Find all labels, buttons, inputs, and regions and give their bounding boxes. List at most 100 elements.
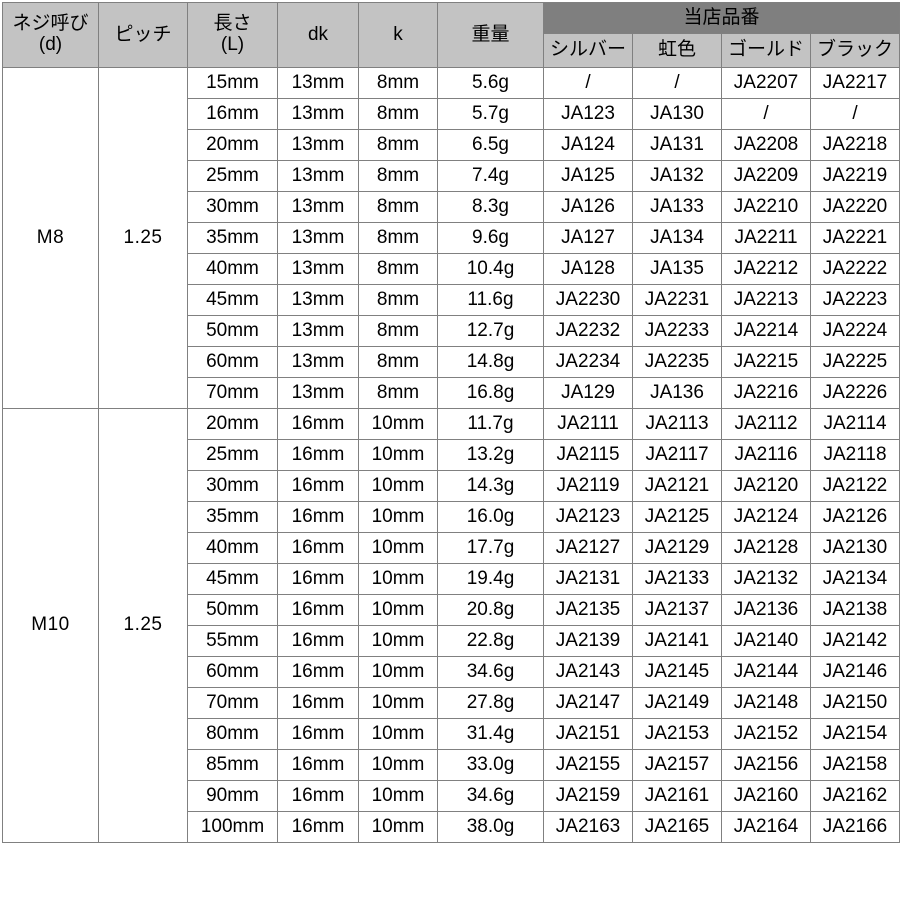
cell-weight: 9.6g bbox=[437, 222, 544, 254]
cell-k: 8mm bbox=[358, 129, 438, 161]
cell-part-black: JA2162 bbox=[810, 780, 900, 812]
cell-length: 50mm bbox=[187, 594, 278, 626]
table-row: 25mm 13mm 8mm 7.4g JA125 JA132 JA2209 JA2219 bbox=[3, 160, 900, 192]
cell-length: 25mm bbox=[187, 160, 278, 192]
cell-length: 30mm bbox=[187, 191, 278, 223]
cell-part-gold: JA2132 bbox=[721, 563, 811, 595]
cell-part-black: JA2219 bbox=[810, 160, 900, 192]
cell-part-rainbow: JA2157 bbox=[632, 749, 722, 781]
cell-dk: 16mm bbox=[277, 501, 359, 533]
cell-dk: 13mm bbox=[277, 191, 359, 223]
header-length-line1: 長さ bbox=[213, 13, 252, 35]
table-row: 100mm 16mm 10mm 38.0g JA2163 JA2165 JA2164 JA21… bbox=[3, 811, 900, 843]
cell-weight: 14.3g bbox=[437, 470, 544, 502]
cell-k: 8mm bbox=[358, 346, 438, 378]
cell-part-black: JA2158 bbox=[810, 749, 900, 781]
cell-part-rainbow: JA2125 bbox=[632, 501, 722, 533]
cell-part-silver: JA2131 bbox=[543, 563, 633, 595]
cell-weight: 6.5g bbox=[437, 129, 544, 161]
cell-dk: 13mm bbox=[277, 222, 359, 254]
cell-length: 30mm bbox=[187, 470, 278, 502]
cell-k: 10mm bbox=[358, 408, 438, 440]
cell-length: 60mm bbox=[187, 656, 278, 688]
cell-length: 100mm bbox=[187, 811, 278, 843]
cell-part-gold: JA2207 bbox=[721, 67, 811, 99]
header-length: 長さ (L) bbox=[187, 2, 278, 68]
cell-dk: 16mm bbox=[277, 563, 359, 595]
cell-part-rainbow: JA2161 bbox=[632, 780, 722, 812]
cell-weight: 8.3g bbox=[437, 191, 544, 223]
cell-part-silver: JA2135 bbox=[543, 594, 633, 626]
cell-part-black: JA2134 bbox=[810, 563, 900, 595]
cell-weight: 10.4g bbox=[437, 253, 544, 285]
cell-part-silver: JA2159 bbox=[543, 780, 633, 812]
cell-weight: 16.8g bbox=[437, 377, 544, 409]
cell-weight: 38.0g bbox=[437, 811, 544, 843]
cell-part-silver: JA2143 bbox=[543, 656, 633, 688]
cell-dk: 16mm bbox=[277, 780, 359, 812]
cell-weight: 16.0g bbox=[437, 501, 544, 533]
cell-part-gold: JA2213 bbox=[721, 284, 811, 316]
cell-part-gold: JA2120 bbox=[721, 470, 811, 502]
cell-k: 8mm bbox=[358, 284, 438, 316]
table-header: ネジ呼び (d) ピッチ 長さ (L) dk k 重量 当店品番 シルバー 虹色… bbox=[2, 1, 900, 68]
cell-part-silver: JA2230 bbox=[543, 284, 633, 316]
cell-length: 20mm bbox=[187, 408, 278, 440]
cell-k: 8mm bbox=[358, 222, 438, 254]
table-row: 40mm 13mm 8mm 10.4g JA128 JA135 JA2212 JA2222 bbox=[3, 253, 900, 285]
header-weight: 重量 bbox=[437, 2, 544, 68]
cell-part-black: JA2126 bbox=[810, 501, 900, 533]
cell-weight: 22.8g bbox=[437, 625, 544, 657]
cell-weight: 34.6g bbox=[437, 656, 544, 688]
cell-part-gold: JA2214 bbox=[721, 315, 811, 347]
cell-part-black: JA2154 bbox=[810, 718, 900, 750]
cell-part-gold: JA2208 bbox=[721, 129, 811, 161]
cell-k: 10mm bbox=[358, 532, 438, 564]
cell-dk: 13mm bbox=[277, 67, 359, 99]
header-screw-size-line1: ネジ呼び bbox=[12, 13, 89, 35]
table-body: M8 1.25 15mm 13mm 8mm 5.6g / / JA2207 JA2217 16mm 1… bbox=[2, 67, 900, 843]
cell-part-rainbow: JA2129 bbox=[632, 532, 722, 564]
table-row: 60mm 13mm 8mm 14.8g JA2234 JA2235 JA2215 JA2225 bbox=[3, 346, 900, 378]
cell-part-gold: JA2124 bbox=[721, 501, 811, 533]
cell-part-gold: JA2164 bbox=[721, 811, 811, 843]
cell-part-gold: JA2216 bbox=[721, 377, 811, 409]
table-row: 20mm 13mm 8mm 6.5g JA124 JA131 JA2208 JA2218 bbox=[3, 129, 900, 161]
cell-part-gold: JA2156 bbox=[721, 749, 811, 781]
cell-part-black: JA2118 bbox=[810, 439, 900, 471]
cell-part-silver: JA2119 bbox=[543, 470, 633, 502]
cell-k: 8mm bbox=[358, 67, 438, 99]
cell-part-rainbow: JA2233 bbox=[632, 315, 722, 347]
cell-dk: 16mm bbox=[277, 811, 359, 843]
cell-k: 10mm bbox=[358, 594, 438, 626]
table-row: 85mm 16mm 10mm 33.0g JA2155 JA2157 JA2156 JA215… bbox=[3, 749, 900, 781]
cell-part-silver: JA128 bbox=[543, 253, 633, 285]
cell-weight: 27.8g bbox=[437, 687, 544, 719]
cell-part-black: JA2130 bbox=[810, 532, 900, 564]
table-row: 70mm 16mm 10mm 27.8g JA2147 JA2149 JA2148 JA215… bbox=[3, 687, 900, 719]
cell-part-black: JA2221 bbox=[810, 222, 900, 254]
cell-k: 10mm bbox=[358, 687, 438, 719]
table-row: 35mm 13mm 8mm 9.6g JA127 JA134 JA2211 JA2221 bbox=[3, 222, 900, 254]
cell-part-silver: JA2123 bbox=[543, 501, 633, 533]
cell-length: 35mm bbox=[187, 222, 278, 254]
cell-k: 10mm bbox=[358, 656, 438, 688]
cell-dk: 13mm bbox=[277, 346, 359, 378]
cell-part-silver: JA2163 bbox=[543, 811, 633, 843]
header-pitch: ピッチ bbox=[98, 2, 188, 68]
cell-part-black: JA2218 bbox=[810, 129, 900, 161]
cell-part-silver: / bbox=[543, 67, 633, 99]
cell-part-rainbow: JA2121 bbox=[632, 470, 722, 502]
cell-part-rainbow: JA2165 bbox=[632, 811, 722, 843]
cell-part-black: JA2138 bbox=[810, 594, 900, 626]
cell-part-black: JA2217 bbox=[810, 67, 900, 99]
cell-length: 25mm bbox=[187, 439, 278, 471]
cell-length: 35mm bbox=[187, 501, 278, 533]
cell-dk: 16mm bbox=[277, 656, 359, 688]
cell-part-rainbow: JA2137 bbox=[632, 594, 722, 626]
cell-part-gold: JA2116 bbox=[721, 439, 811, 471]
cell-weight: 7.4g bbox=[437, 160, 544, 192]
table-row: 50mm 16mm 10mm 20.8g JA2135 JA2137 JA2136 JA213… bbox=[3, 594, 900, 626]
cell-part-black: JA2142 bbox=[810, 625, 900, 657]
cell-part-gold: JA2160 bbox=[721, 780, 811, 812]
